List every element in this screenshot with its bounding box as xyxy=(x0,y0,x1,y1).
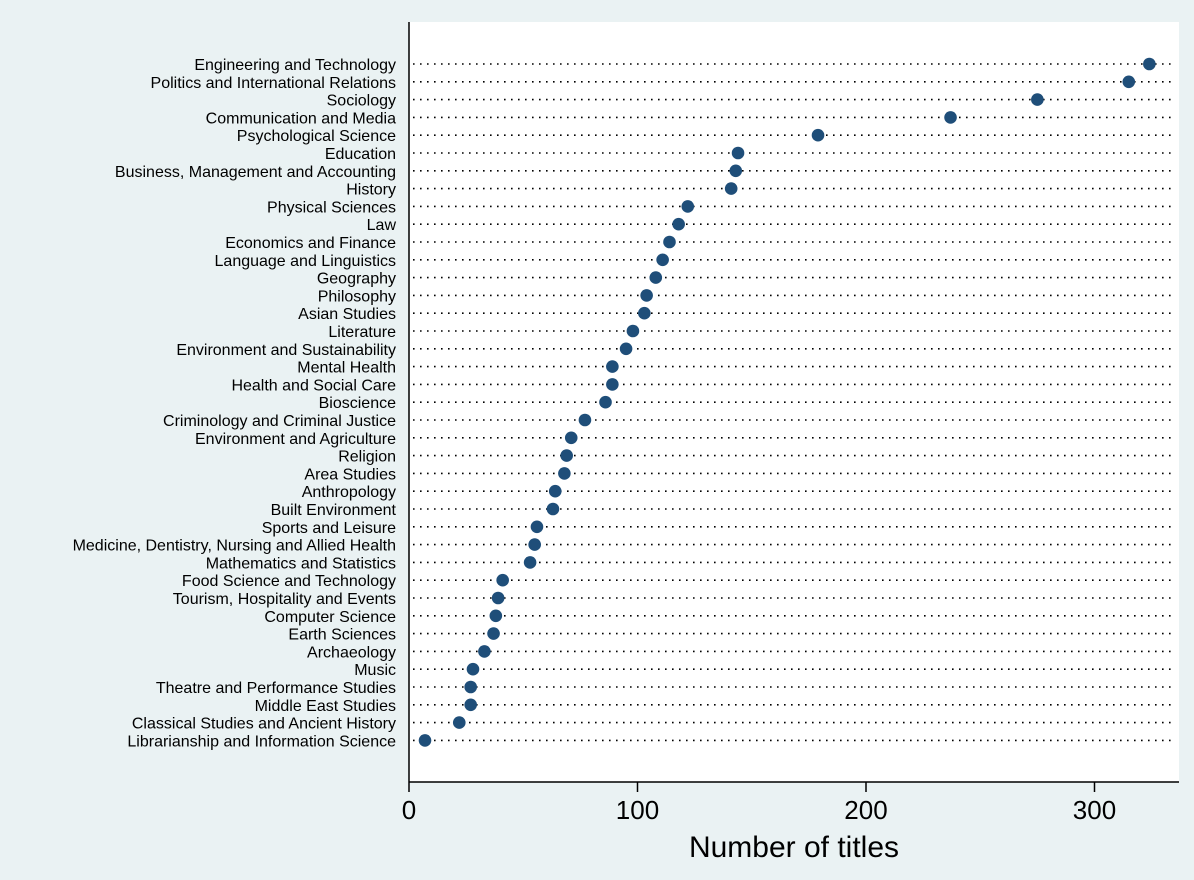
data-point xyxy=(731,146,745,160)
category-label: Music xyxy=(354,662,396,679)
category-label: Earth Sciences xyxy=(288,627,396,644)
data-point xyxy=(530,520,544,534)
category-label: Computer Science xyxy=(264,609,396,626)
category-label: Anthropology xyxy=(302,484,396,501)
category-label: Bioscience xyxy=(319,395,396,412)
data-point xyxy=(724,182,738,195)
x-tick-label: 300 xyxy=(1073,795,1116,825)
guide-lines xyxy=(413,63,1175,742)
data-point xyxy=(944,111,957,124)
x-tick-label: 200 xyxy=(844,795,887,825)
data-point xyxy=(1122,75,1136,89)
category-label: Sports and Leisure xyxy=(262,520,396,537)
data-point xyxy=(578,413,592,427)
category-label: Area Studies xyxy=(304,466,396,483)
category-label: Politics and International Relations xyxy=(151,75,396,92)
data-point xyxy=(466,662,480,676)
category-label: Economics and Finance xyxy=(225,235,396,252)
category-label: Food Science and Technology xyxy=(182,573,396,590)
data-point xyxy=(528,538,541,551)
category-label: Theatre and Performance Studies xyxy=(156,680,396,697)
category-label: Engineering and Technology xyxy=(194,57,396,74)
category-label: Philosophy xyxy=(318,288,396,305)
data-point xyxy=(1143,57,1156,71)
data-point xyxy=(672,217,685,231)
data-point xyxy=(640,289,653,302)
data-point xyxy=(464,680,477,694)
x-axis-title: Number of titles xyxy=(689,831,899,864)
data-point xyxy=(649,271,663,284)
category-label: Tourism, Hospitality and Events xyxy=(173,591,396,608)
data-point xyxy=(464,698,477,712)
data-point xyxy=(546,502,560,516)
data-point xyxy=(418,734,432,747)
category-label: Middle East Studies xyxy=(255,698,396,715)
x-tick-label: 0 xyxy=(402,795,416,825)
data-point xyxy=(496,573,509,587)
data-point xyxy=(656,253,669,267)
category-label: Business, Management and Accounting xyxy=(115,164,396,181)
category-label: Asian Studies xyxy=(298,306,396,323)
category-label: Sociology xyxy=(327,93,396,110)
data-point xyxy=(560,449,573,462)
plot-area xyxy=(409,22,1179,782)
data-point xyxy=(487,627,500,640)
data-point xyxy=(478,645,491,658)
category-label: Mental Health xyxy=(297,360,396,377)
category-label: Archaeology xyxy=(307,644,396,661)
data-point xyxy=(811,128,825,142)
data-point xyxy=(599,395,612,409)
category-label: Librarianship and Information Science xyxy=(127,733,396,750)
data-point xyxy=(606,360,619,373)
category-label: Geography xyxy=(317,271,396,288)
category-label: Communication and Media xyxy=(206,110,396,127)
category-label: Criminology and Criminal Justice xyxy=(163,413,396,430)
category-label: Classical Studies and Ancient History xyxy=(132,716,396,733)
category-label: Language and Linguistics xyxy=(215,253,396,270)
data-point xyxy=(729,164,743,178)
data-point xyxy=(489,609,503,623)
category-label: Physical Sciences xyxy=(267,199,396,216)
data-point xyxy=(1031,93,1044,106)
category-label: Psychological Science xyxy=(237,128,396,145)
data-point xyxy=(452,716,466,729)
data-point xyxy=(606,378,619,391)
data-point xyxy=(663,235,676,249)
data-point xyxy=(523,556,537,569)
category-label: Religion xyxy=(338,449,396,466)
data-point xyxy=(619,342,633,356)
data-point xyxy=(626,324,640,338)
data-point xyxy=(491,591,505,605)
data-point xyxy=(558,467,571,480)
category-label: Education xyxy=(325,146,396,163)
category-label: Literature xyxy=(328,324,396,341)
category-label: Law xyxy=(367,217,397,234)
category-label: Medicine, Dentistry, Nursing and Allied … xyxy=(73,538,396,555)
category-label: Health and Social Care xyxy=(231,377,396,394)
category-label: Environment and Agriculture xyxy=(195,431,396,448)
category-label: Environment and Sustainability xyxy=(176,342,396,359)
category-label: History xyxy=(346,182,396,199)
category-label: Built Environment xyxy=(271,502,397,519)
category-label: Mathematics and Statistics xyxy=(206,555,396,572)
data-point xyxy=(638,306,651,320)
data-point xyxy=(681,200,695,213)
data-point xyxy=(564,431,578,445)
data-point xyxy=(548,484,562,498)
x-tick-label: 100 xyxy=(616,795,659,825)
x-axis-ticks: 0 100 200 300 xyxy=(402,782,1116,825)
data-points xyxy=(418,57,1156,747)
